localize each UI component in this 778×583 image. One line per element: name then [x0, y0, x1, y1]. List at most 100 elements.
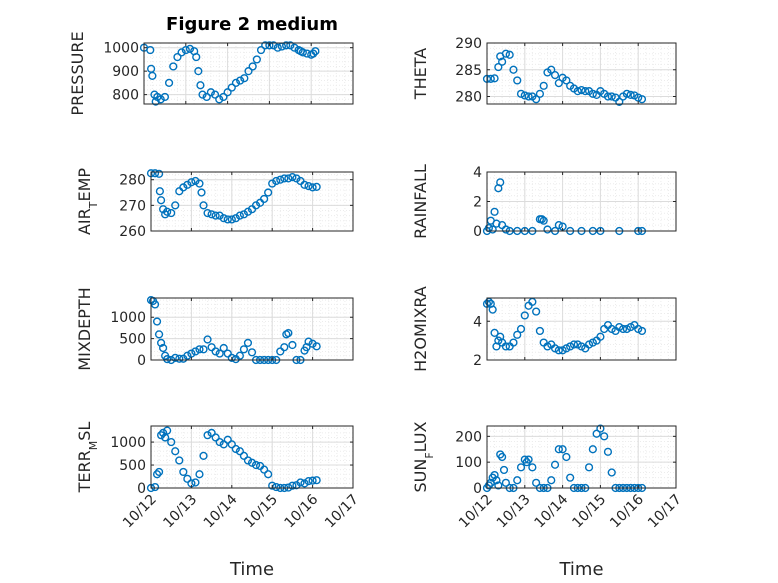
data-point — [191, 478, 200, 487]
data-point — [163, 207, 172, 216]
data-point — [490, 470, 499, 480]
data-point — [181, 45, 190, 55]
data-point — [167, 437, 176, 447]
data-point — [265, 41, 274, 50]
axes-box — [486, 297, 677, 361]
data-point — [501, 49, 511, 58]
data-point — [219, 343, 228, 353]
data-point — [308, 183, 317, 192]
data-point — [524, 455, 533, 464]
data-point — [494, 62, 503, 72]
axes-box — [486, 42, 677, 105]
data-point — [501, 478, 511, 487]
data-point — [492, 219, 501, 228]
data-point — [159, 343, 168, 353]
data-point — [211, 347, 220, 356]
data-point — [261, 41, 270, 50]
data-point — [539, 216, 548, 225]
data-point — [206, 88, 215, 97]
data-point — [600, 432, 609, 441]
data-point — [231, 444, 240, 454]
data-point — [247, 348, 257, 357]
data-point — [260, 465, 269, 474]
data-point — [207, 210, 216, 219]
data-point — [268, 481, 277, 490]
ytick-label: 500 — [119, 332, 146, 348]
data-point — [490, 328, 499, 337]
data-point — [211, 211, 220, 220]
data-point — [607, 468, 616, 477]
data-point — [155, 187, 164, 196]
ytick-label: 0 — [137, 481, 146, 497]
data-point — [592, 429, 601, 438]
data-point — [284, 174, 293, 183]
data-point — [488, 225, 497, 234]
data-point — [312, 476, 321, 485]
data-point — [163, 426, 172, 435]
data-point — [195, 179, 204, 188]
axes-box — [150, 297, 354, 361]
ytick-label: 280 — [455, 90, 482, 106]
data-point — [296, 478, 305, 487]
data-point — [543, 225, 552, 234]
data-point — [154, 330, 164, 339]
data-point — [282, 41, 291, 50]
xtick-label: 10/15 — [569, 492, 609, 532]
data-point — [272, 176, 281, 186]
data-point — [251, 460, 261, 470]
data-point — [239, 451, 249, 460]
data-point — [207, 428, 216, 437]
ytick-label: 260 — [119, 224, 146, 240]
ytick-label: 1000 — [103, 41, 139, 57]
data-point — [159, 428, 168, 437]
data-point — [227, 353, 236, 362]
data-point — [152, 470, 162, 479]
ytick-label: 1000 — [110, 435, 146, 451]
data-point — [264, 188, 273, 197]
data-point — [562, 452, 571, 462]
data-point — [532, 478, 541, 487]
data-point — [573, 87, 582, 96]
axes-box — [143, 42, 354, 105]
data-point — [558, 445, 567, 454]
data-point — [312, 182, 321, 191]
data-point — [637, 95, 647, 104]
data-point — [532, 307, 541, 316]
data-point — [280, 343, 289, 352]
data-point — [509, 338, 518, 347]
data-point — [183, 351, 192, 360]
subplot-6: 2 4 H2OMIXRA — [411, 286, 677, 372]
data-point — [618, 324, 628, 334]
data-point — [196, 81, 205, 90]
subplot-3: 260 270 280 AIRTEMP — [75, 168, 354, 240]
data-point — [311, 47, 320, 56]
data-point — [622, 89, 631, 98]
data-point — [199, 451, 208, 460]
ytick-label: 0 — [473, 481, 482, 497]
ytick-label: 1000 — [110, 310, 146, 326]
data-point — [231, 214, 240, 223]
data-point — [215, 437, 224, 447]
data-point — [603, 92, 613, 101]
data-point — [236, 76, 245, 85]
data-point — [164, 78, 174, 87]
ytick-label: 2 — [473, 353, 482, 369]
data-point — [207, 343, 216, 352]
data-point — [167, 208, 176, 218]
y-axis-label: PRESSURE — [68, 31, 87, 115]
data-point — [535, 89, 545, 98]
data-point — [494, 481, 503, 490]
data-point — [203, 335, 212, 344]
data-point — [637, 326, 647, 336]
data-point — [596, 332, 605, 341]
data-point — [235, 351, 244, 360]
data-point — [195, 345, 204, 354]
xtick-label: 10/14 — [201, 491, 241, 531]
data-point — [499, 465, 509, 475]
data-point — [248, 62, 257, 71]
data-point — [183, 474, 192, 483]
subplot-5: 0 500 1000 MIXDEPTH — [75, 287, 354, 371]
ytick-label: 4 — [473, 314, 482, 330]
data-point — [210, 90, 220, 99]
